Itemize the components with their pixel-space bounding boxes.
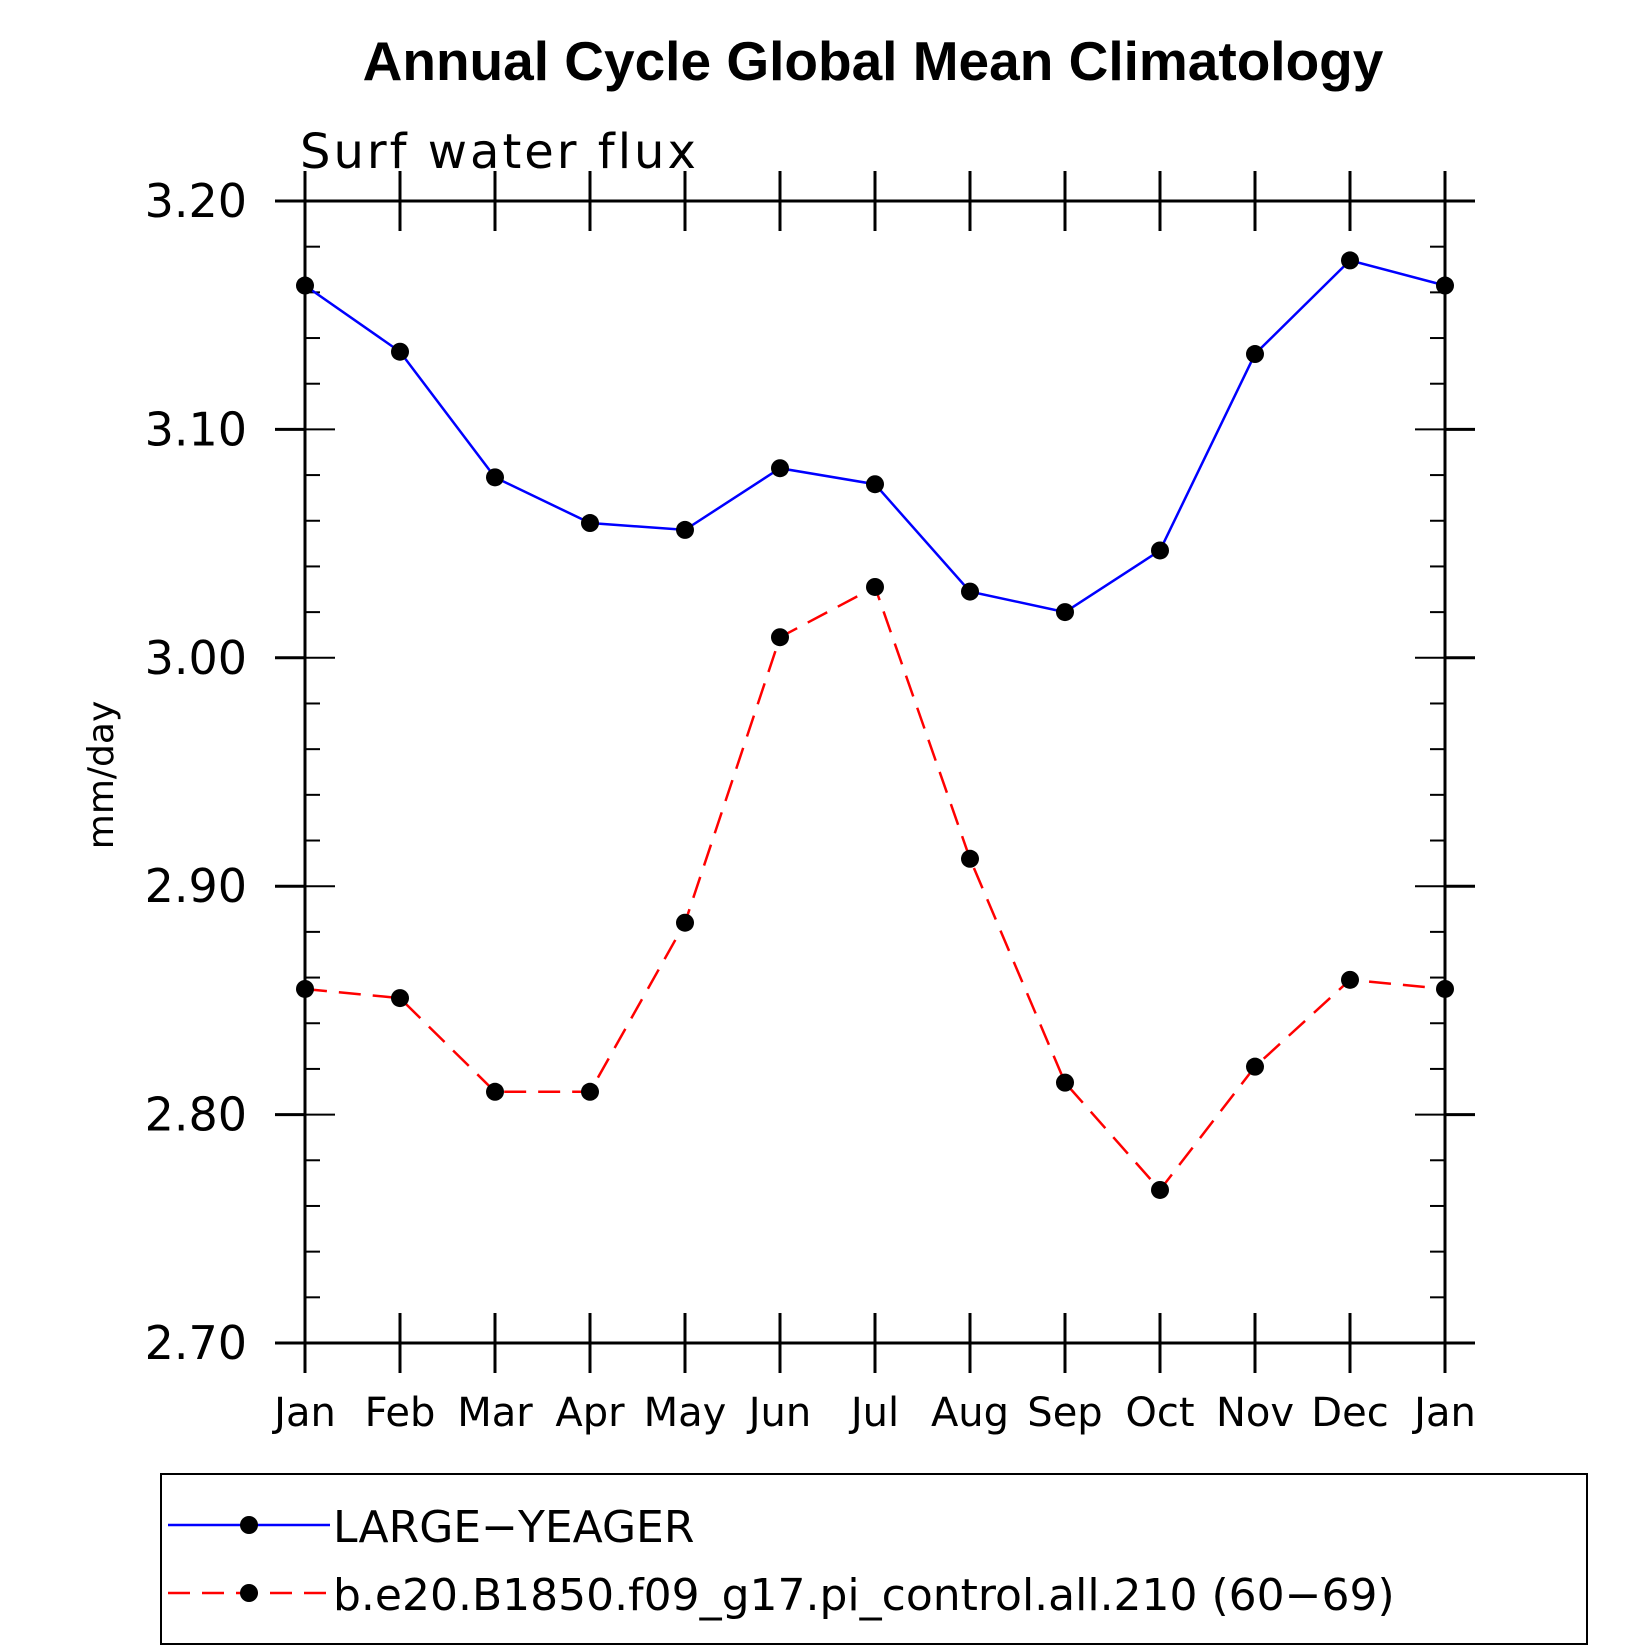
legend-label-2: b.e20.B1850.f09_g17.pi_control.all.210 (… [333,1570,1395,1621]
data-point [1341,970,1359,989]
data-point [1436,276,1454,295]
y-tick-label: 3.20 [145,174,247,228]
data-point [1341,251,1359,270]
series-line-1 [304,258,1446,614]
x-tick-label: Oct [1125,1390,1194,1436]
y-tick-label: 2.70 [145,1316,247,1370]
data-point [391,989,409,1008]
data-point [771,459,789,478]
data-point [961,849,979,868]
data-point [391,342,409,361]
plot-frame [303,199,1447,1345]
x-tick-label: Nov [1216,1390,1294,1436]
data-point [1056,1073,1074,1092]
y-tick-label: 2.80 [145,1088,247,1142]
x-tick-label: Dec [1311,1390,1388,1436]
data-point [1151,1180,1169,1199]
data-point [676,913,694,932]
data-point [1151,541,1169,560]
data-point [1436,979,1454,998]
data-point [296,276,314,295]
data-point [486,1082,504,1101]
axis-ticks [275,171,1475,1373]
data-point [296,979,314,998]
x-tick-label: Jul [848,1390,899,1436]
x-tick-labels: Jan Feb Mar Apr May Jun Jul Aug Sep Oct Nov Dec Jan [271,1390,1476,1436]
legend-label-1: LARGE−YEAGER [333,1502,694,1553]
x-tick-label: Jun [746,1390,812,1436]
y-tick-labels: 2.70 2.80 2.90 3.00 3.10 3.20 [145,174,247,1370]
x-tick-label: Aug [931,1390,1009,1436]
data-point [866,475,884,494]
x-tick-label: Feb [365,1390,436,1436]
data-point [771,628,789,647]
y-tick-label: 3.00 [145,631,247,685]
y-tick-label: 2.90 [145,859,247,913]
y-axis-label: mm/day [81,701,122,849]
data-point [1246,345,1264,364]
data-point [961,582,979,601]
x-tick-label: Jan [271,1390,336,1436]
x-tick-label: Apr [555,1390,625,1436]
legend-marker-2 [240,1584,258,1602]
data-point [1246,1057,1264,1076]
x-tick-label: Sep [1027,1390,1102,1436]
x-tick-label: Jan [1411,1390,1476,1436]
y-tick-label: 3.10 [145,402,247,456]
data-point [486,468,504,487]
data-point [1056,603,1074,622]
series-group [296,251,1454,1199]
x-tick-label: May [644,1390,727,1436]
x-tick-label: Mar [457,1390,533,1436]
series-line-2 [304,585,1446,1192]
data-point [581,514,599,533]
legend: LARGE−YEAGER b.e20.B1850.f09_g17.pi_contr… [168,1502,1395,1621]
chart-subtitle: Surf water flux [300,124,699,180]
chart-title: Annual Cycle Global Mean Climatology [363,30,1384,92]
data-point [866,577,884,596]
legend-marker-1 [240,1516,258,1534]
legend-box [160,1473,1588,1645]
data-point [581,1082,599,1101]
data-point [676,520,694,539]
